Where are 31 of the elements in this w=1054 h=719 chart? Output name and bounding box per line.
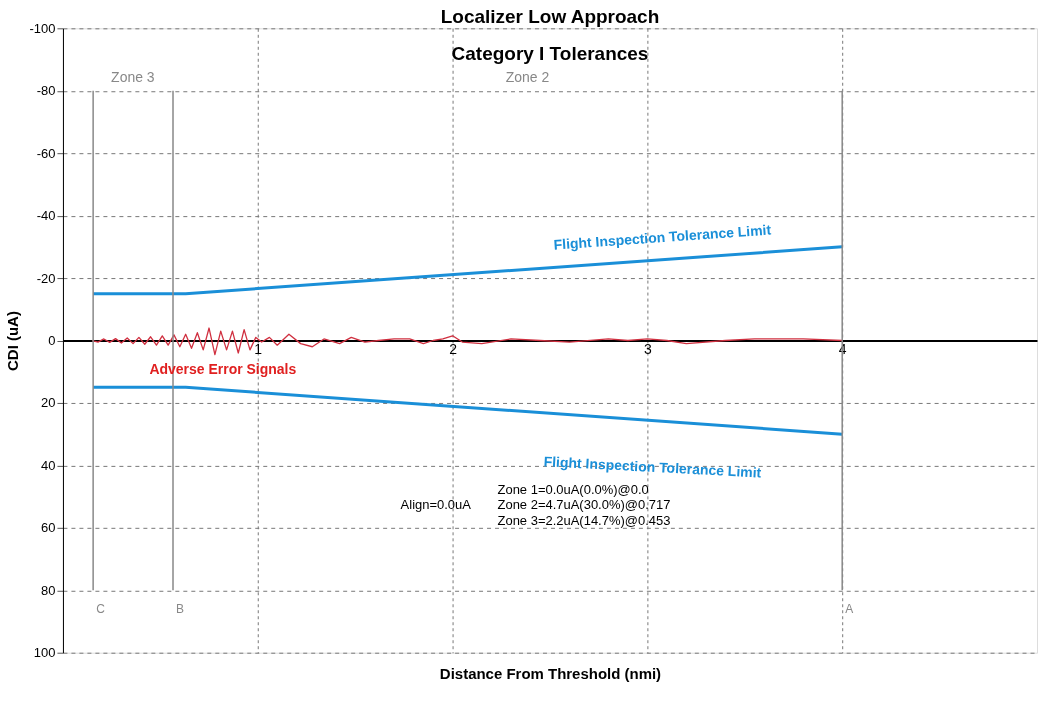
annotation: Flight Inspection Tolerance Limit <box>543 453 762 481</box>
x-tick-label: 4 <box>838 340 847 357</box>
ref-line-label: C <box>96 602 106 616</box>
annotation: Zone 3 <box>111 69 155 86</box>
y-tick-label: 20 <box>41 395 56 411</box>
y-tick-label: -100 <box>29 20 56 36</box>
y-tick-label: 80 <box>41 582 56 598</box>
ref-line-label: B <box>176 602 185 616</box>
y-tick-label: -80 <box>36 83 56 99</box>
y-tick-label: 60 <box>41 520 56 536</box>
y-tick-label: 100 <box>33 645 56 661</box>
y-tick-label: -60 <box>36 145 56 161</box>
annotation: Zone 2 <box>505 69 550 86</box>
y-tick-label: 0 <box>48 333 56 348</box>
x-tick-label: 1 <box>254 340 263 357</box>
annotation: Align=0.0uA <box>400 496 472 512</box>
y-tick-label: -20 <box>36 270 56 286</box>
annotation: Flight Inspection Tolerance Limit <box>553 221 772 253</box>
x-tick-label: 2 <box>449 340 458 357</box>
text: Category I Tolerances <box>451 43 649 65</box>
x-axis-title: Distance From Threshold (nmi) <box>439 665 662 683</box>
x-tick-label: 3 <box>643 340 652 357</box>
annotation: Zone 1=0.0uA(0.0%)@0.0 <box>497 481 649 497</box>
y-tick-label: 40 <box>41 457 56 473</box>
annotation: Zone 2=4.7uA(30.0%)@0.717 <box>497 496 671 512</box>
y-tick-label: -40 <box>36 208 56 224</box>
annotation: Zone 3=2.2uA(14.7%)@0.453 <box>497 512 671 528</box>
chart-title: Localizer Low Approach <box>440 6 660 28</box>
annotation: Adverse Error Signals <box>149 360 297 377</box>
ref-line-label: A <box>845 602 854 616</box>
y-axis-title: CDI (uA) <box>4 311 22 371</box>
